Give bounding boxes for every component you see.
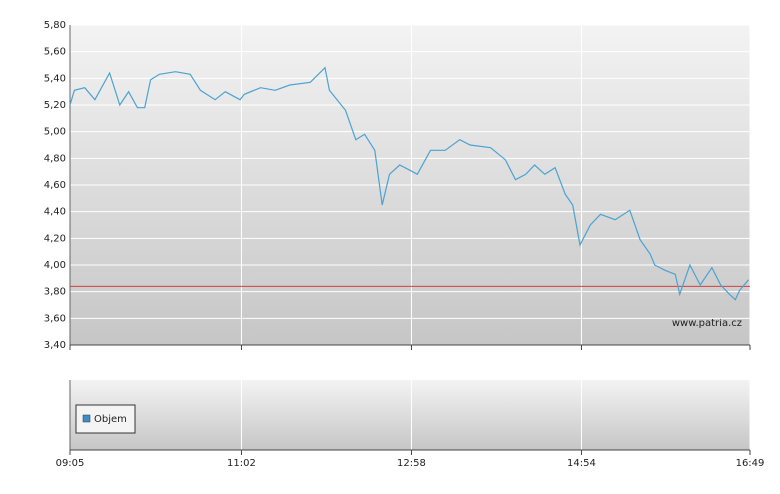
x-tick-label: 11:02 [227,458,256,469]
legend-label: Objem [94,414,127,425]
watermark: www.patria.cz [672,318,742,329]
legend-box [75,404,136,434]
y-tick-label: 3,60 [44,313,66,324]
legend-swatch [82,414,91,423]
y-tick-label: 5,80 [44,20,66,31]
y-tick-label: 5,20 [44,100,66,111]
y-tick-label: 4,80 [44,153,66,164]
x-tick-label: 09:05 [56,458,85,469]
y-tick-label: 4,20 [44,233,66,244]
y-tick-label: 3,80 [44,287,66,298]
y-tick-label: 4,00 [44,260,66,271]
y-tick-label: 5,00 [44,127,66,138]
y-tick-label: 4,60 [44,180,66,191]
y-tick-label: 5,60 [44,47,66,58]
price-line [69,66,749,301]
volume-plot-area [70,380,750,450]
x-tick-label: 14:54 [567,458,596,469]
y-tick-label: 3,40 [44,340,66,351]
y-tick-label: 4,40 [44,207,66,218]
x-tick-label: 16:49 [736,458,765,469]
y-tick-label: 5,40 [44,73,66,84]
x-tick-label: 12:58 [397,458,426,469]
